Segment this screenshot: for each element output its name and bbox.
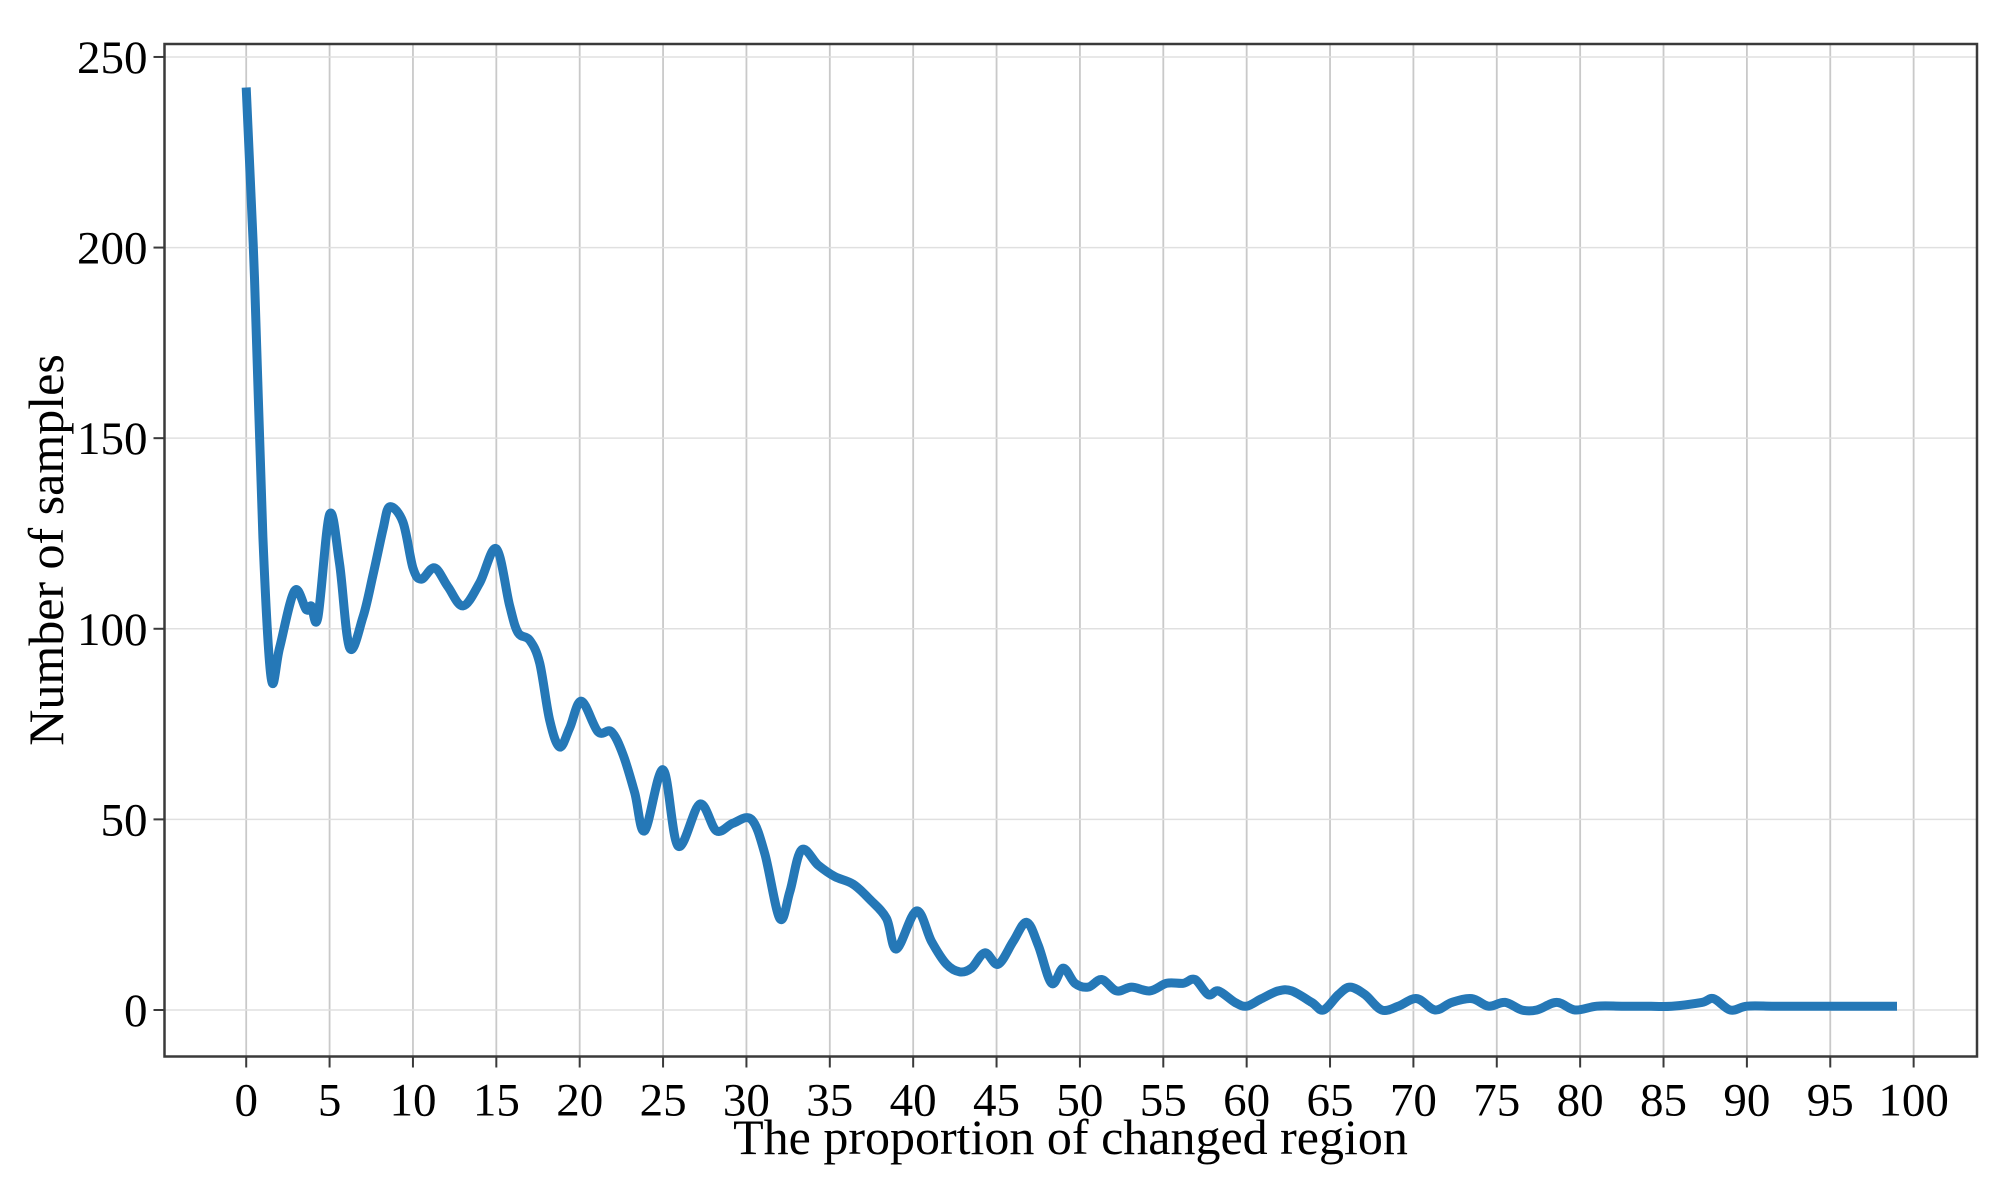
x-tick-label: 50 (1056, 1074, 1103, 1126)
y-axis-title: Number of samples (18, 354, 74, 746)
series-line (241, 87, 1897, 1016)
x-tick-label: 65 (1307, 1074, 1354, 1126)
y-tick-label: 50 (101, 794, 148, 846)
x-tick-label: 60 (1223, 1074, 1270, 1126)
x-tick-label: 95 (1807, 1074, 1854, 1126)
plot-border (163, 42, 1979, 1058)
x-tick-label: 10 (389, 1074, 436, 1126)
x-tick-label: 25 (640, 1074, 687, 1126)
x-tick-label: 75 (1473, 1074, 1520, 1126)
y-tick-label: 150 (77, 413, 148, 465)
x-tick-label: 100 (1878, 1074, 1949, 1126)
x-tick-label: 40 (890, 1074, 937, 1126)
y-tick-label: 100 (77, 604, 148, 656)
x-tick-label: 45 (973, 1074, 1020, 1126)
x-tick-label: 20 (556, 1074, 603, 1126)
x-tick-label: 85 (1640, 1074, 1687, 1126)
x-tick-label: 35 (806, 1074, 853, 1126)
x-tick-label: 55 (1140, 1074, 1187, 1126)
x-axis-title: The proportion of changed region (733, 1109, 1408, 1165)
x-tick-label: 15 (473, 1074, 520, 1126)
y-tick-label: 0 (124, 985, 148, 1037)
x-tick-label: 70 (1390, 1074, 1437, 1126)
y-tick-label: 200 (77, 223, 148, 275)
x-tick-label: 5 (318, 1074, 342, 1126)
x-tick-label: 30 (723, 1074, 770, 1126)
y-tick-label: 250 (77, 32, 148, 84)
x-tick-label: 0 (234, 1074, 258, 1126)
x-tick-label: 80 (1557, 1074, 1604, 1126)
x-tick-label: 90 (1723, 1074, 1770, 1126)
